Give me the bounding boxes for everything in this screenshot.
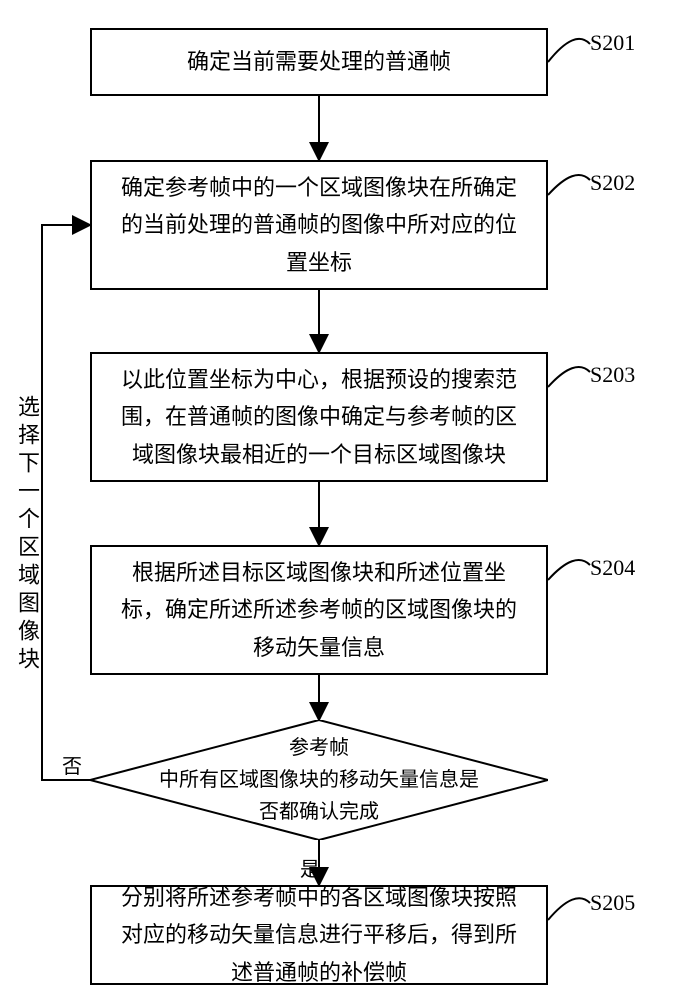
flowchart-canvas: 确定当前需要处理的普通帧 S201 确定参考帧中的一个区域图像块在所确定的当前处… — [0, 0, 686, 1000]
edge-loop-label: 选择下一个区域图像块 — [16, 395, 38, 675]
edge-no-label: 否 — [62, 750, 82, 779]
node-s205-text: 分别将所述参考帧中的各区域图像块按照对应的移动矢量信息进行平移后，得到所述普通帧… — [112, 879, 526, 991]
label-s203: S203 — [590, 362, 635, 388]
edge-yes-label: 是 — [300, 853, 320, 882]
node-s203-text: 以此位置坐标为中心，根据预设的搜索范围，在普通帧的图像中确定与参考帧的区域图像块… — [112, 361, 526, 473]
node-s205: 分别将所述参考帧中的各区域图像块按照对应的移动矢量信息进行平移后，得到所述普通帧… — [90, 885, 548, 985]
node-s201: 确定当前需要处理的普通帧 — [90, 28, 548, 96]
label-s204: S204 — [590, 555, 635, 581]
node-s203: 以此位置坐标为中心，根据预设的搜索范围，在普通帧的图像中确定与参考帧的区域图像块… — [90, 352, 548, 482]
label-s205: S205 — [590, 890, 635, 916]
node-s202-text: 确定参考帧中的一个区域图像块在所确定的当前处理的普通帧的图像中所对应的位置坐标 — [112, 169, 526, 281]
node-decision-text: 参考帧中所有区域图像块的移动矢量信息是否都确认完成 — [136, 732, 502, 828]
node-s204: 根据所述目标区域图像块和所述位置坐标，确定所述所述参考帧的区域图像块的移动矢量信… — [90, 545, 548, 675]
node-s204-text: 根据所述目标区域图像块和所述位置坐标，确定所述所述参考帧的区域图像块的移动矢量信… — [112, 554, 526, 666]
node-s202: 确定参考帧中的一个区域图像块在所确定的当前处理的普通帧的图像中所对应的位置坐标 — [90, 160, 548, 290]
node-s201-text: 确定当前需要处理的普通帧 — [187, 43, 451, 80]
connectors — [0, 0, 686, 1000]
label-s202: S202 — [590, 170, 635, 196]
node-decision: 参考帧中所有区域图像块的移动矢量信息是否都确认完成 — [90, 720, 548, 840]
label-s201: S201 — [590, 30, 635, 56]
